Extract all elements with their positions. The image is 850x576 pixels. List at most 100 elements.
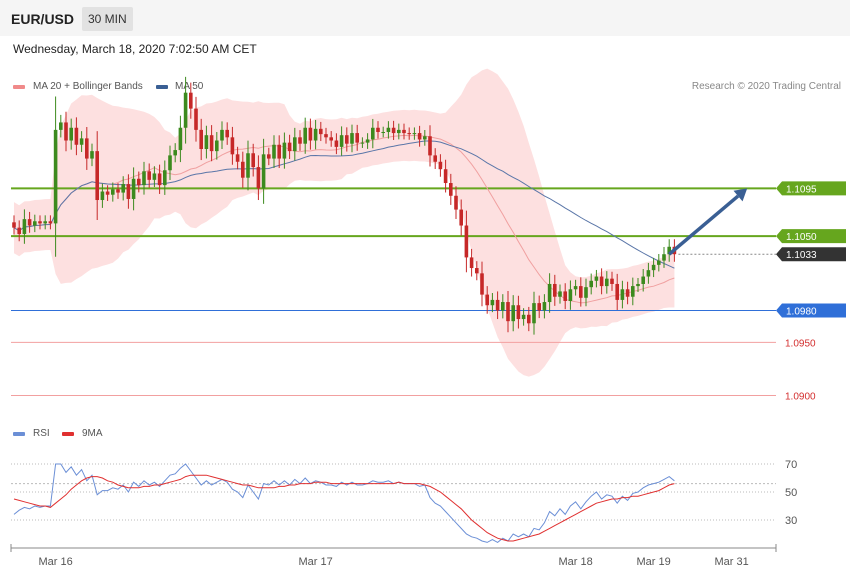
- candle: [308, 118, 313, 150]
- candle: [542, 294, 547, 319]
- candle-body: [319, 128, 323, 135]
- candle-body: [480, 273, 484, 295]
- candle: [298, 130, 302, 151]
- candle: [563, 283, 567, 310]
- candle: [495, 291, 500, 320]
- candle-body: [542, 302, 547, 311]
- timeframe-button[interactable]: 30 MIN: [82, 7, 133, 31]
- candle: [329, 131, 333, 147]
- rsi-line: [13, 463, 675, 543]
- candle: [95, 131, 99, 220]
- candle-body: [298, 137, 302, 144]
- candle-body: [407, 133, 411, 135]
- candle-body: [423, 136, 427, 140]
- candle: [293, 127, 297, 161]
- x-tick-mar-17: Mar 17: [298, 556, 332, 568]
- candle: [189, 82, 193, 119]
- candle-body: [74, 127, 79, 145]
- candle: [397, 123, 401, 140]
- candle: [459, 199, 463, 236]
- candle-body: [17, 227, 21, 235]
- candle-body: [126, 184, 131, 199]
- candle: [100, 183, 105, 208]
- top-bar: [0, 0, 850, 36]
- candle: [282, 132, 287, 169]
- candle-body: [506, 302, 510, 322]
- candle-body: [261, 154, 266, 189]
- candle: [85, 127, 89, 170]
- candle-body: [199, 129, 203, 150]
- candle: [599, 268, 604, 295]
- candle-body: [282, 142, 287, 159]
- candle-body: [360, 142, 365, 144]
- candle-body: [589, 280, 593, 288]
- candle-body: [537, 303, 541, 311]
- rsi-legend-label: RSI: [33, 428, 50, 439]
- candle-body: [95, 151, 99, 201]
- candle: [121, 176, 125, 201]
- candle: [506, 290, 510, 333]
- candle: [516, 295, 521, 329]
- candle: [641, 268, 645, 292]
- candle-body: [173, 150, 177, 156]
- candle-body: [563, 291, 567, 301]
- candle: [620, 280, 625, 309]
- candle-body: [553, 283, 557, 297]
- candle: [485, 286, 489, 314]
- candle: [173, 143, 177, 163]
- candle: [584, 278, 588, 307]
- level-tag-1.0980: [776, 303, 846, 318]
- candle-body: [324, 134, 328, 138]
- candle-body: [667, 246, 671, 255]
- candle: [417, 125, 422, 147]
- candle-body: [615, 283, 619, 300]
- candle: [464, 210, 469, 273]
- candle-body: [657, 260, 661, 265]
- candle-body: [287, 142, 292, 152]
- instrument-name: EUR/USD: [11, 11, 75, 27]
- candle: [313, 119, 318, 150]
- candle-body: [313, 128, 318, 141]
- candle: [319, 121, 323, 142]
- candle: [261, 138, 266, 204]
- candle: [667, 239, 671, 262]
- x-tick-mar-19: Mar 19: [636, 556, 670, 568]
- candle: [532, 291, 536, 335]
- candle: [391, 120, 396, 140]
- bollinger-bands: [14, 68, 675, 377]
- candle-body: [183, 92, 188, 128]
- candle: [22, 209, 27, 244]
- candle: [79, 131, 84, 152]
- candle-body: [631, 286, 635, 297]
- candle-body: [334, 140, 339, 147]
- candle-body: [641, 276, 645, 284]
- candle: [157, 164, 162, 194]
- candle-body: [100, 191, 105, 201]
- candle-body: [646, 270, 651, 277]
- candle-body: [241, 161, 245, 178]
- candle-body: [547, 283, 552, 303]
- candle: [272, 135, 276, 169]
- candle: [454, 186, 458, 220]
- candle-body: [157, 173, 162, 186]
- level-tag-1.1095: [776, 181, 846, 196]
- candle: [324, 127, 328, 144]
- candle-body: [573, 286, 578, 290]
- candle: [183, 76, 188, 144]
- candle: [475, 261, 479, 281]
- candle: [381, 126, 385, 138]
- candle-body: [178, 127, 183, 151]
- candle: [168, 145, 172, 181]
- candle-body: [532, 303, 536, 324]
- candle-body: [475, 268, 479, 274]
- candle-body: [594, 276, 599, 281]
- candle-body: [568, 289, 573, 301]
- candle-body: [651, 264, 656, 271]
- candle: [527, 306, 531, 332]
- candle: [480, 261, 484, 307]
- candle: [43, 215, 47, 230]
- candle: [230, 126, 235, 165]
- candle: [589, 273, 593, 295]
- candle: [131, 167, 136, 211]
- candle-body: [428, 136, 432, 156]
